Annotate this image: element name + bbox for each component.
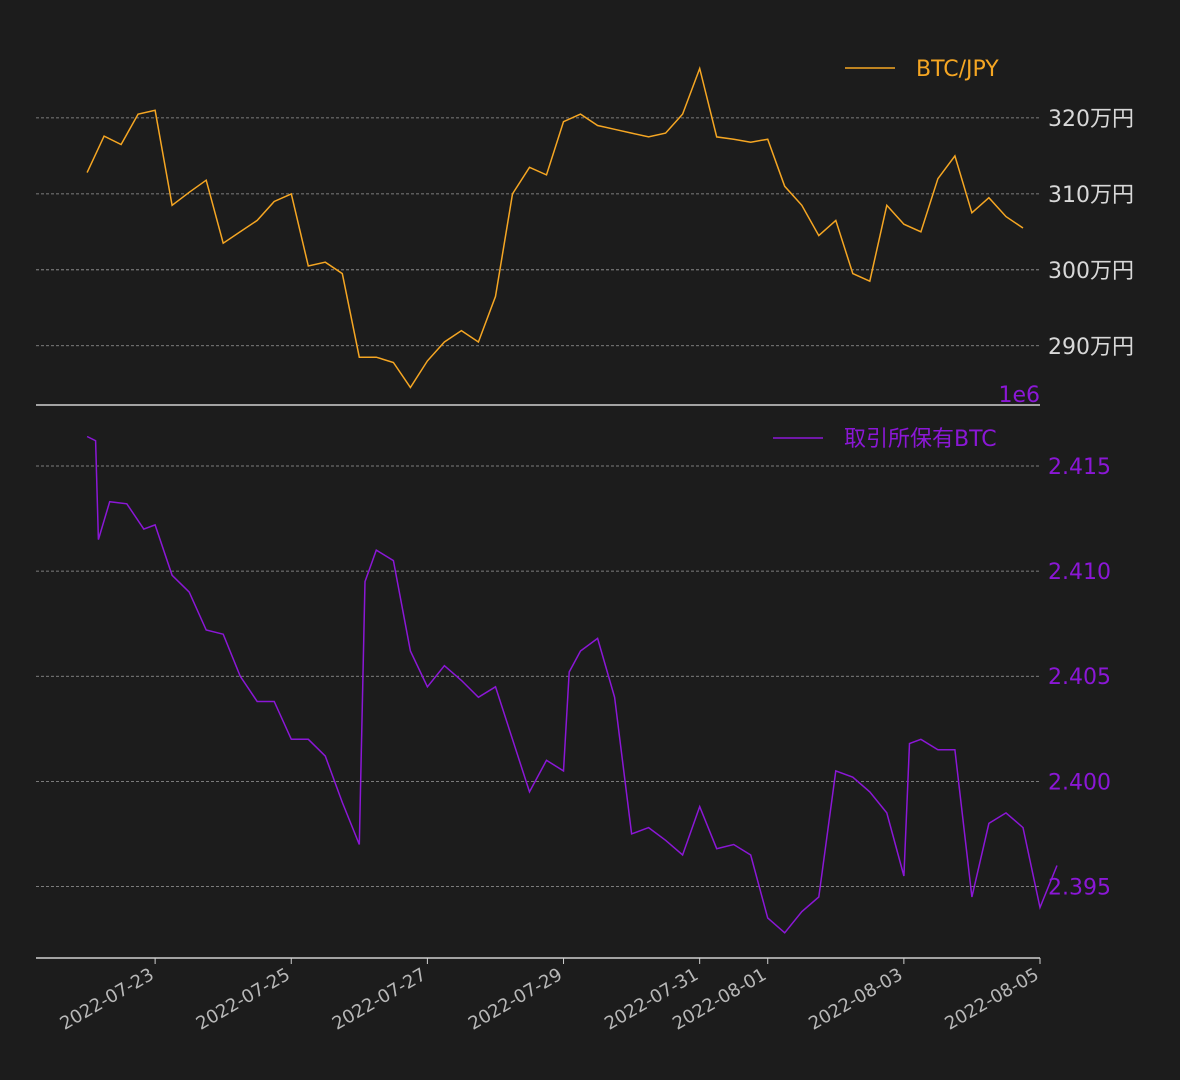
btc-jpy-line [86, 65, 1024, 389]
bottom-gridlines [36, 465, 1040, 887]
top-legend: BTC/JPY [845, 57, 999, 82]
y-tick-label: 2.415 [1048, 455, 1111, 480]
y-tick-label: 2.405 [1048, 665, 1111, 690]
x-tick-label: 2022-08-03 [805, 964, 906, 1034]
bottom-panel: 2.395 2.400 2.405 2.410 2.415 1e6 取引所保有BTC 2… [36, 383, 1111, 1035]
bottom-legend: 取引所保有BTC [773, 427, 997, 452]
x-tick-label: 2022-07-29 [465, 964, 566, 1034]
y-tick-label: 2.400 [1048, 770, 1111, 795]
exchange-btc-legend-label: 取引所保有BTC [844, 427, 997, 452]
btc-jpy-legend-label: BTC/JPY [916, 57, 999, 82]
bottom-y-tick-labels: 2.395 2.400 2.405 2.410 2.415 [1048, 455, 1111, 901]
x-tick-label: 2022-07-25 [193, 964, 294, 1034]
exchange-btc-line [86, 435, 1058, 934]
top-gridlines [36, 117, 1040, 347]
x-tick-label: 2022-08-05 [941, 964, 1042, 1034]
x-tick-label: 2022-07-23 [57, 964, 158, 1034]
y-tick-label: 320万円 [1048, 107, 1134, 132]
y-tick-label: 290万円 [1048, 335, 1134, 360]
y-tick-label: 300万円 [1048, 259, 1134, 284]
x-tick-label: 2022-07-27 [329, 964, 430, 1034]
y-tick-label: 2.410 [1048, 560, 1111, 585]
bottom-offset-label: 1e6 [998, 383, 1040, 408]
top-panel: 290万円 300万円 310万円 320万円 BTC/JPY [36, 57, 1134, 406]
top-y-tick-labels: 290万円 300万円 310万円 320万円 [1048, 107, 1134, 360]
x-axis-ticks: 2022-07-23 2022-07-25 2022-07-27 2022-07-29… [57, 958, 1043, 1035]
y-tick-label: 2.395 [1048, 876, 1111, 901]
y-tick-label: 310万円 [1048, 183, 1134, 208]
